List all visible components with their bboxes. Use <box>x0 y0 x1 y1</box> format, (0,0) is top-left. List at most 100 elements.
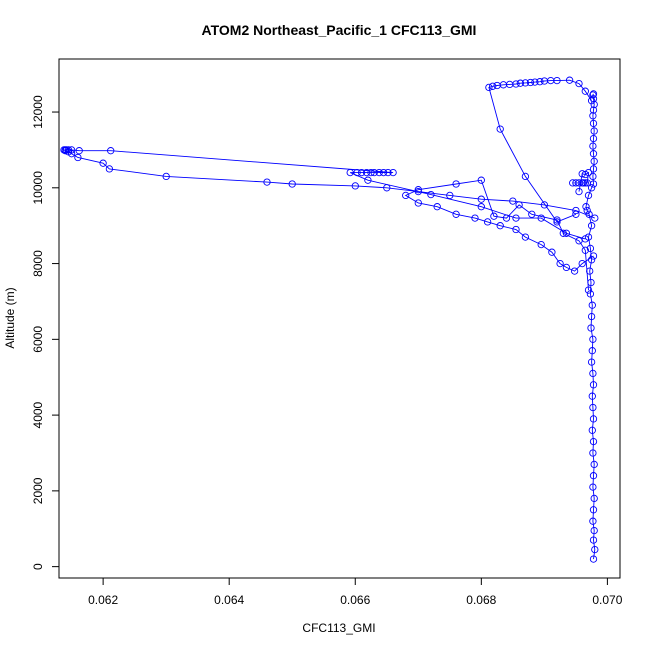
data-point <box>589 112 597 120</box>
data-point <box>414 186 422 194</box>
data-point <box>528 210 536 218</box>
data-point <box>589 449 597 457</box>
data-point <box>496 222 504 230</box>
data-point <box>579 179 588 187</box>
data-point <box>427 190 435 199</box>
data-series <box>60 76 599 563</box>
data-point <box>581 246 589 254</box>
series-line <box>62 149 595 240</box>
data-point <box>588 301 596 309</box>
series-line <box>404 179 594 291</box>
data-point <box>589 134 598 143</box>
data-point <box>565 76 574 84</box>
data-point <box>588 392 596 400</box>
data-point <box>591 214 599 222</box>
data-point <box>570 267 579 275</box>
data-point <box>379 168 388 177</box>
data-point <box>521 233 530 241</box>
data-point <box>556 259 564 268</box>
y-tick-label: 2000 <box>31 477 45 504</box>
data-point <box>516 79 525 87</box>
data-point <box>589 165 598 173</box>
plot-frame <box>58 58 621 579</box>
data-point <box>521 172 530 181</box>
data-point <box>584 191 593 200</box>
data-point <box>589 91 597 99</box>
data-point <box>548 248 556 256</box>
data-point <box>559 229 567 237</box>
data-point <box>263 178 271 186</box>
data-point <box>581 170 589 179</box>
data-point <box>105 165 114 173</box>
data-point <box>477 195 485 203</box>
data-point <box>346 168 354 177</box>
data-point <box>477 176 485 184</box>
data-point <box>493 81 501 90</box>
data-point <box>586 267 594 275</box>
data-point <box>414 199 422 207</box>
data-point <box>575 79 583 88</box>
data-point <box>589 119 598 128</box>
data-point <box>589 536 598 544</box>
data-point <box>589 172 597 181</box>
data-point <box>537 240 545 249</box>
data-point <box>578 170 586 178</box>
data-point <box>452 180 460 188</box>
data-point <box>485 83 493 92</box>
y-tick-label: 8000 <box>31 250 45 277</box>
data-point <box>587 358 596 366</box>
data-point <box>74 153 82 162</box>
data-point <box>452 210 460 218</box>
y-axis-label: Altitude (m) <box>3 287 17 348</box>
data-point <box>531 78 539 86</box>
data-point <box>590 526 598 535</box>
data-point <box>370 168 378 177</box>
data-point <box>575 237 583 245</box>
y-tick-label: 4000 <box>31 401 45 428</box>
data-point <box>562 263 571 272</box>
x-axis-label: CFC113_GMI <box>302 621 375 635</box>
data-point <box>446 191 454 200</box>
data-point <box>162 172 170 181</box>
data-point <box>589 472 598 480</box>
data-point <box>591 545 599 554</box>
x-axis: 0.062 0.064 0.066 0.068 0.070 <box>88 577 623 607</box>
data-point <box>590 100 598 109</box>
data-point <box>389 168 397 177</box>
data-point <box>502 214 511 222</box>
data-point <box>587 312 596 321</box>
chart-title: ATOM2 Northeast_Pacific_1 CFC113_GMI <box>202 22 477 38</box>
data-point <box>362 168 371 177</box>
y-tick-label: 10000 <box>31 171 45 205</box>
data-point <box>589 142 597 150</box>
data-point <box>589 415 598 423</box>
data-point <box>353 168 361 177</box>
data-point <box>384 168 392 177</box>
data-point <box>575 187 583 196</box>
data-point <box>589 335 597 343</box>
y-tick-label: 6000 <box>31 326 45 353</box>
data-point <box>471 214 479 222</box>
data-point <box>107 147 115 155</box>
x-tick-label: 0.066 <box>340 593 370 607</box>
series-line <box>488 79 592 223</box>
series-line <box>585 93 596 560</box>
data-point <box>587 97 596 105</box>
data-point <box>589 506 598 514</box>
data-point <box>589 403 597 412</box>
data-point <box>367 168 375 177</box>
data-point <box>512 214 520 222</box>
data-point <box>586 290 595 298</box>
data-point <box>351 182 359 190</box>
data-point <box>99 159 107 167</box>
data-point <box>553 216 561 224</box>
data-point <box>288 180 296 188</box>
data-point <box>364 176 372 184</box>
data-point <box>477 203 485 211</box>
data-point <box>589 90 598 98</box>
data-point <box>540 201 549 209</box>
data-point <box>490 212 498 220</box>
data-point <box>536 78 544 86</box>
data-point <box>383 184 391 192</box>
data-point <box>590 127 598 135</box>
